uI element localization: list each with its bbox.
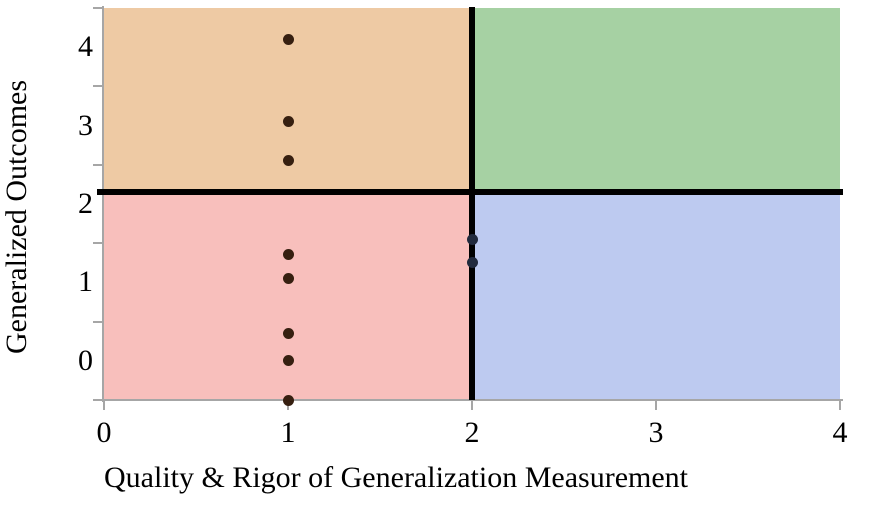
y-axis-tick <box>93 85 102 88</box>
y-axis-line <box>102 6 104 402</box>
y-tick-label: 0 <box>78 343 93 377</box>
y-axis-tick <box>93 320 102 323</box>
x-axis-tick <box>287 401 289 410</box>
data-point <box>282 33 294 45</box>
y-axis-tick <box>93 242 102 245</box>
y-axis-tick <box>93 7 102 9</box>
x-axis-tick <box>471 401 473 410</box>
data-point <box>282 155 294 167</box>
y-axis-tick <box>93 399 102 401</box>
quadrant-bottom-right <box>472 192 840 400</box>
data-point <box>282 249 294 261</box>
data-point <box>282 394 294 406</box>
data-point <box>282 116 294 128</box>
y-axis-title: Generalized Outcomes <box>0 79 33 355</box>
x-axis-title: Quality & Rigor of Generalization Measur… <box>104 461 688 494</box>
x-tick-label: 0 <box>96 416 112 449</box>
data-point <box>466 257 478 269</box>
data-point <box>282 272 294 284</box>
x-tick-label: 1 <box>280 416 296 449</box>
x-axis-tick <box>103 401 105 410</box>
x-axis-tick <box>655 401 657 410</box>
quadrant-bottom-left <box>104 192 472 400</box>
data-point <box>466 233 478 245</box>
y-tick-label: 1 <box>78 265 93 299</box>
data-point <box>282 355 294 367</box>
divider-vertical-line <box>469 7 475 400</box>
x-axis-line <box>97 399 843 401</box>
x-axis-tick <box>839 401 841 410</box>
y-tick-label: 4 <box>78 30 93 64</box>
x-tick-label: 4 <box>832 416 848 449</box>
y-tick-label: 2 <box>78 187 93 220</box>
x-tick-label: 2 <box>464 416 480 449</box>
quadrant-top-right <box>472 8 840 193</box>
y-tick-label: 3 <box>78 108 93 142</box>
data-point <box>282 327 294 339</box>
x-tick-label: 3 <box>648 416 664 449</box>
y-axis-tick <box>93 163 102 166</box>
